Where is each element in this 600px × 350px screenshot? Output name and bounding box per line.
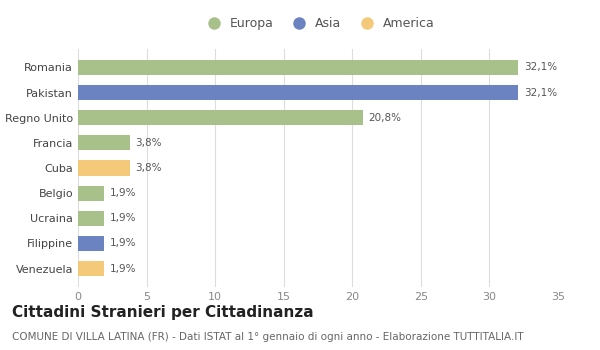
Bar [78, 236, 104, 251]
Text: 1,9%: 1,9% [110, 188, 136, 198]
Text: 32,1%: 32,1% [524, 88, 557, 98]
Legend: Europa, Asia, America: Europa, Asia, America [196, 12, 440, 35]
Bar [78, 110, 363, 125]
Text: 1,9%: 1,9% [110, 213, 136, 223]
Text: 3,8%: 3,8% [136, 163, 162, 173]
Bar [78, 85, 518, 100]
Text: 1,9%: 1,9% [110, 238, 136, 248]
Text: 20,8%: 20,8% [369, 113, 402, 123]
Bar [78, 186, 104, 201]
Bar [78, 211, 104, 226]
Bar [78, 261, 104, 276]
Bar [78, 160, 130, 176]
Text: COMUNE DI VILLA LATINA (FR) - Dati ISTAT al 1° gennaio di ogni anno - Elaborazio: COMUNE DI VILLA LATINA (FR) - Dati ISTAT… [12, 332, 524, 343]
Text: 32,1%: 32,1% [524, 62, 557, 72]
Bar [78, 60, 518, 75]
Text: 1,9%: 1,9% [110, 264, 136, 274]
Bar [78, 135, 130, 150]
Text: Cittadini Stranieri per Cittadinanza: Cittadini Stranieri per Cittadinanza [12, 304, 314, 320]
Text: 3,8%: 3,8% [136, 138, 162, 148]
